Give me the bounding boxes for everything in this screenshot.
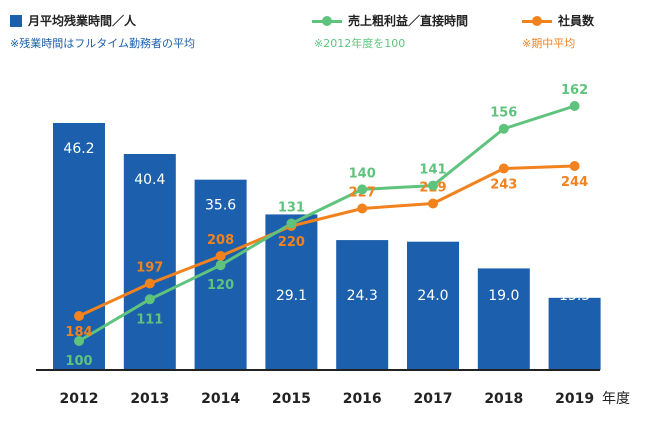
- sales-point-2015: [286, 218, 297, 229]
- bar-value-label-2016: 24.3: [347, 288, 378, 304]
- bar-value-label-2017: 24.0: [417, 288, 448, 304]
- sales-point-2013: [144, 294, 155, 305]
- x-tick-label-2014: 2014: [201, 391, 240, 407]
- employees-label-2012: 184: [65, 325, 92, 340]
- bar-value-label-2012: 46.2: [63, 141, 94, 157]
- employees-line: [78, 164, 575, 318]
- bar-2013: [123, 154, 176, 370]
- sales-point-2014: [215, 260, 226, 271]
- sales-point-2019: [569, 101, 580, 111]
- employees-point-2012: [74, 311, 84, 321]
- sales-label-2016: 140: [349, 166, 376, 181]
- x-tick-label-2016: 2016: [343, 391, 382, 407]
- employees-point-2018: [498, 163, 509, 174]
- bar-value-label-2013: 40.4: [134, 172, 165, 188]
- legend-sales-label: 売上粗利益／直接時間: [348, 14, 469, 28]
- bar-2018: [477, 268, 530, 370]
- bar-legend-swatch: [10, 14, 22, 27]
- sales-label-2018: 156: [490, 106, 517, 121]
- sales-point-2018: [498, 123, 509, 134]
- sales-legend-line-icon: [312, 15, 342, 26]
- employees-label-2018: 243: [490, 178, 517, 193]
- employees-point-2019: [569, 161, 580, 171]
- bar-2017: [407, 241, 459, 370]
- x-tick-label-2013: 2013: [130, 391, 169, 407]
- bar-2016: [336, 240, 389, 370]
- sales-label-2019: 162: [561, 83, 588, 98]
- sales-point-2016: [357, 184, 368, 195]
- sales-label-2012: 100: [65, 354, 92, 369]
- legend-bars: 月平均残業時間／人: [10, 12, 136, 29]
- legend-sales-note: ※2012年度を100: [314, 37, 406, 50]
- bar-2019: [548, 297, 601, 370]
- bar-2012: [53, 123, 105, 370]
- legend-bars-note: ※残業時間はフルタイム勤務者の平均: [10, 37, 195, 50]
- employees-label-2019: 244: [561, 175, 588, 190]
- legend-employees: 社員数: [522, 12, 594, 29]
- x-tick-label-2019: 2019: [555, 391, 594, 407]
- x-tick-label-2015: 2015: [272, 391, 311, 407]
- sales-point-2012: [74, 336, 84, 346]
- employees-point-2014: [215, 251, 226, 261]
- bar-2015: [265, 214, 318, 370]
- employees-legend-line-icon: [522, 15, 552, 26]
- legend-sales: 売上粗利益／直接時間: [312, 12, 468, 29]
- employees-point-2016: [357, 203, 368, 214]
- x-tick-label-2018: 2018: [484, 391, 523, 407]
- sales-label-2014: 120: [207, 278, 234, 293]
- sales-point-2017: [428, 180, 438, 191]
- sales-line: [78, 104, 576, 343]
- bar-value-label-2018: 19.0: [488, 288, 519, 304]
- legend-bars-label: 月平均残業時間／人: [28, 14, 137, 28]
- employees-point-2013: [144, 278, 155, 289]
- sales-label-2015: 131: [278, 201, 305, 216]
- employees-label-2014: 208: [207, 233, 234, 248]
- sales-label-2013: 111: [136, 312, 163, 327]
- x-tick-label-2012: 2012: [60, 391, 99, 407]
- bar-value-label-2019: 13.5: [559, 288, 590, 304]
- x-tick-label-2017: 2017: [414, 391, 453, 407]
- legend-employees-note: ※期中平均: [522, 37, 576, 50]
- legend-employees-label: 社員数: [558, 14, 595, 28]
- bar-value-label-2014: 35.6: [205, 198, 236, 214]
- employees-label-2013: 197: [136, 261, 163, 276]
- employees-point-2017: [428, 198, 438, 209]
- sales-label-2017: 141: [419, 163, 446, 178]
- bar-value-label-2015: 29.1: [276, 288, 307, 304]
- employees-label-2015: 220: [278, 235, 305, 250]
- x-axis-title: 年度: [602, 391, 630, 407]
